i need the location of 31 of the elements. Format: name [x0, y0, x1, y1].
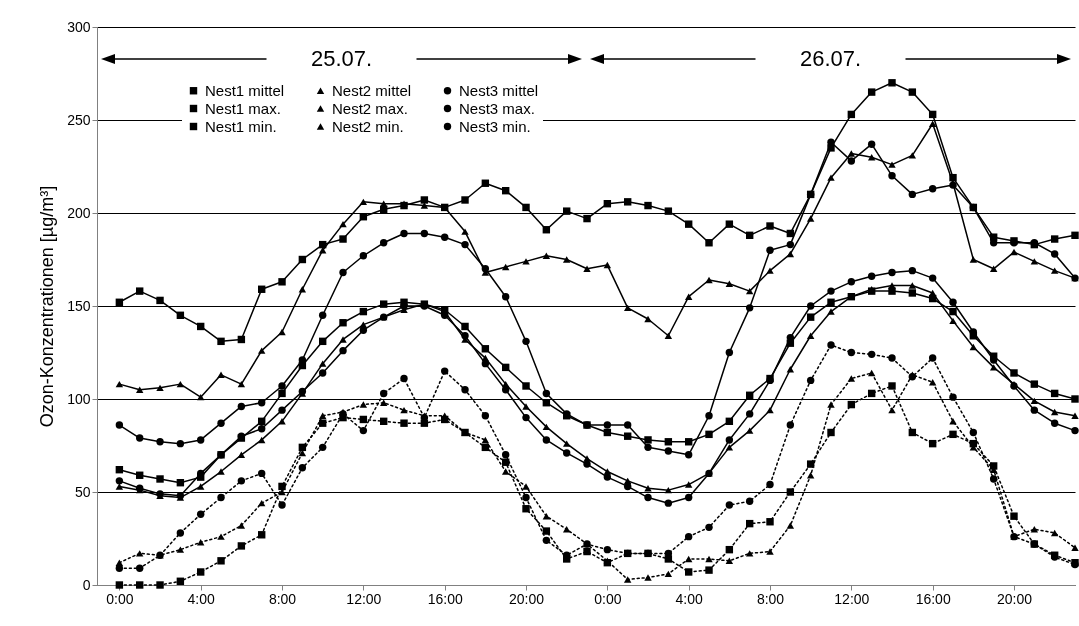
- legend-label: Nest2 max.: [332, 99, 408, 117]
- y-tick-label: 200: [67, 204, 91, 221]
- legend-label: Nest2 mittel: [332, 81, 412, 99]
- x-tick-label: 12:00: [834, 590, 870, 607]
- legend-label: Nest1 min.: [205, 117, 277, 135]
- y-tick-label: 0: [82, 576, 91, 593]
- x-tick-label: 20:00: [996, 590, 1033, 607]
- legend-label: Nest3 min.: [459, 117, 531, 135]
- x-tick-label: 4:00: [675, 590, 704, 607]
- y-tick-label: 150: [67, 297, 91, 314]
- legend-label: Nest2 min.: [332, 117, 404, 135]
- x-tick-label: 8:00: [268, 590, 297, 607]
- x-tick-label: 20:00: [509, 590, 545, 607]
- x-tick-label: 4:00: [187, 590, 216, 607]
- legend-label: Nest3 max.: [459, 99, 535, 117]
- y-tick-label: 250: [67, 111, 91, 128]
- x-tick-label: 0:00: [106, 590, 134, 607]
- x-tick-label: 12:00: [346, 590, 382, 607]
- x-tick-label: 8:00: [756, 590, 785, 607]
- y-tick-label: 50: [74, 483, 91, 500]
- annotation: 26.07.: [799, 46, 862, 71]
- annotation: 25.07.: [310, 46, 373, 71]
- y-axis-title: Ozon-Konzentrationen [µg/m³]: [37, 185, 58, 428]
- y-tick-label: 300: [67, 18, 91, 35]
- legend-label: Nest1 mittel: [205, 81, 285, 99]
- x-tick-label: 16:00: [915, 590, 951, 607]
- legend-label: Nest1 max.: [205, 99, 281, 117]
- x-tick-label: 16:00: [427, 590, 463, 607]
- y-tick-label: 100: [67, 390, 91, 407]
- x-tick-label: 0:00: [594, 590, 622, 607]
- legend-label: Nest3 mittel: [459, 81, 539, 99]
